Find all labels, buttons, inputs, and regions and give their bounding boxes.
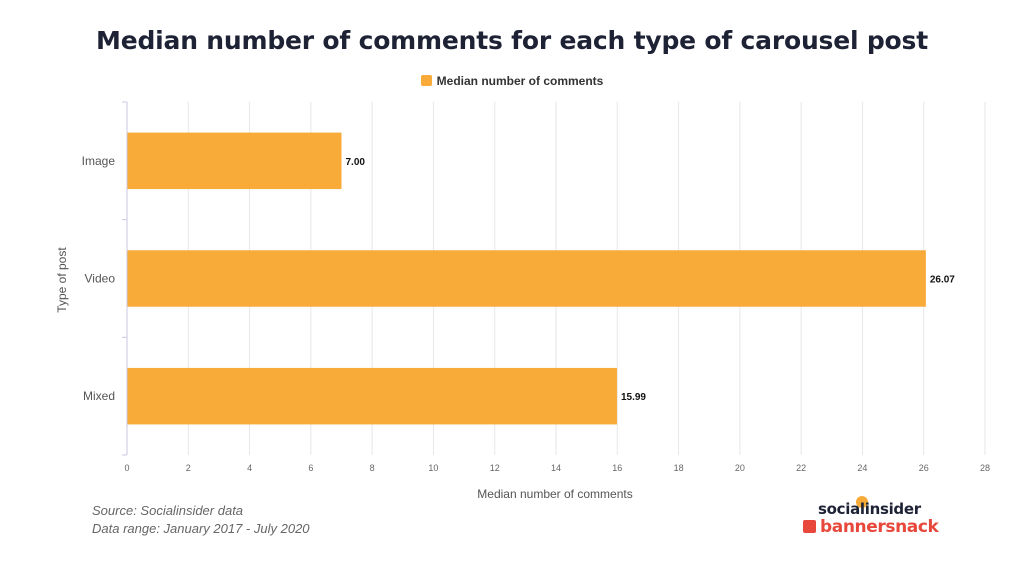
x-tick-label-26: 26 <box>919 463 929 473</box>
data-label-image: 7.00 <box>346 157 366 168</box>
x-tick-label-8: 8 <box>370 463 375 473</box>
data-range-note: Data range: January 2017 - July 2020 <box>92 521 310 536</box>
socialinsider-logo-dot <box>856 496 868 508</box>
legend-label: Median number of comments <box>436 74 604 88</box>
x-tick-label-18: 18 <box>674 463 684 473</box>
bannersnack-logo: bannersnack <box>803 517 939 537</box>
x-tick-label-4: 4 <box>247 463 252 473</box>
y-tick-label-mixed: Mixed <box>83 389 115 403</box>
bar-video[interactable] <box>127 250 926 307</box>
legend[interactable]: Median number of comments <box>0 74 1024 88</box>
legend-swatch <box>420 75 432 86</box>
x-tick-label-14: 14 <box>551 463 561 473</box>
x-tick-label-24: 24 <box>857 463 867 473</box>
data-label-video: 26.07 <box>930 275 955 286</box>
x-tick-label-22: 22 <box>796 463 806 473</box>
bannersnack-logo-text: bannersnack <box>820 517 939 537</box>
x-tick-label-6: 6 <box>308 463 313 473</box>
y-axis-title: Type of post <box>55 247 69 313</box>
source-note: Source: Socialinsider data <box>92 503 244 518</box>
bar-image[interactable] <box>127 132 342 190</box>
x-axis-title: Median number of comments <box>477 487 632 501</box>
x-tick-label-28: 28 <box>980 463 990 473</box>
x-tick-label-2: 2 <box>186 463 191 473</box>
x-tick-label-16: 16 <box>612 463 622 473</box>
chart-title: Median number of comments for each type … <box>96 26 928 55</box>
bar-mixed[interactable] <box>127 367 617 425</box>
socialinsider-logo: socialinsider <box>818 500 921 518</box>
x-tick-label-10: 10 <box>428 463 438 473</box>
data-label-mixed: 15.99 <box>621 392 646 403</box>
y-tick-label-video: Video <box>85 272 116 286</box>
x-tick-label-0: 0 <box>124 463 129 473</box>
x-tick-label-20: 20 <box>735 463 745 473</box>
y-tick-label-image: Image <box>82 154 116 168</box>
bars: 7.00 26.07 15.99 <box>127 132 955 425</box>
x-tick-label-12: 12 <box>490 463 500 473</box>
bannersnack-logo-mark <box>803 520 816 533</box>
